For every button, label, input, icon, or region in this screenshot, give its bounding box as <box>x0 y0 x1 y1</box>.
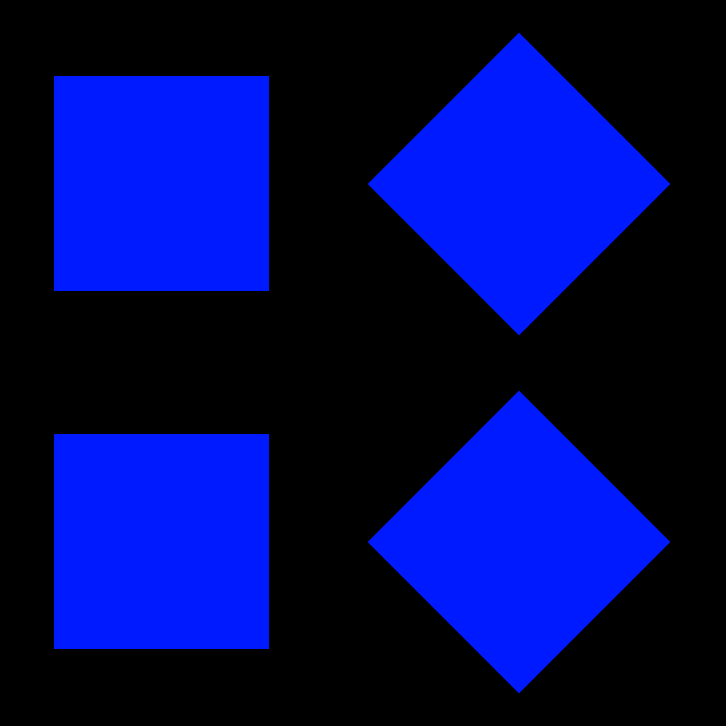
bottom-left-square <box>54 434 269 649</box>
bottom-right-diamond <box>367 390 671 694</box>
top-left-square <box>54 76 269 291</box>
top-right-diamond <box>367 32 671 336</box>
